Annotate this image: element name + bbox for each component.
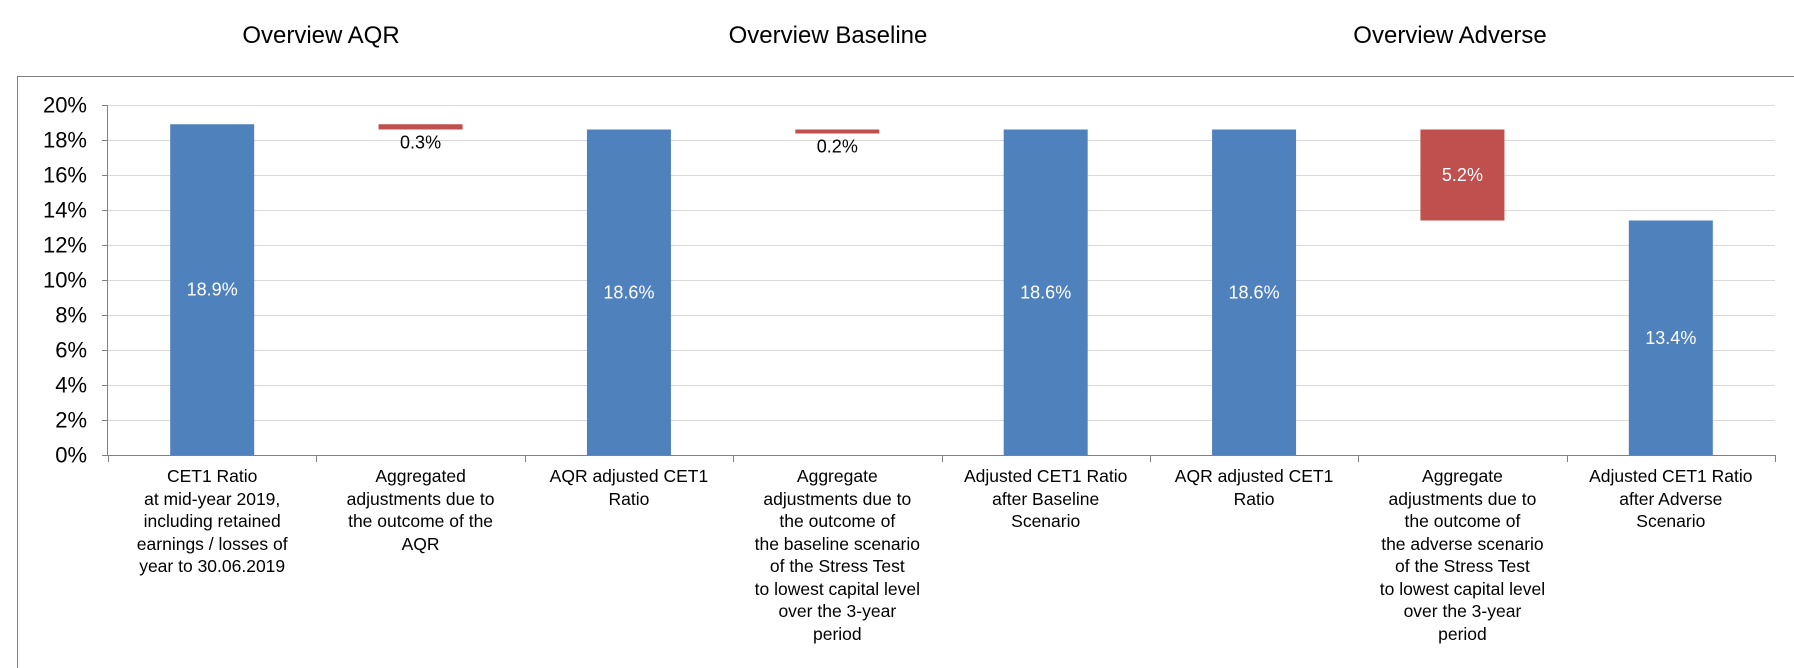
gridlines xyxy=(108,105,1775,421)
category-label: CET1 Ratio at mid-year 2019, including r… xyxy=(136,466,288,576)
chart-frame xyxy=(17,76,1794,668)
section-title-aqr: Overview AQR xyxy=(242,22,400,49)
y-tick-label: 16% xyxy=(43,163,87,188)
y-tick-label: 2% xyxy=(55,408,87,433)
category-label: Aggregated adjustments due to the outcom… xyxy=(346,466,495,554)
y-tick-label: 14% xyxy=(43,198,87,223)
data-label: 18.9% xyxy=(187,280,238,300)
section-title-baseline: Overview Baseline xyxy=(728,22,928,49)
data-label: 0.3% xyxy=(400,133,441,153)
total-bar xyxy=(1212,129,1297,455)
category-label: Adjusted CET1 Ratio after Baseline Scena… xyxy=(963,466,1128,531)
adjustment-bar xyxy=(378,124,463,130)
data-label: 18.6% xyxy=(1229,282,1280,302)
y-axis-ticks: 0% 2% 4% 6% 8% 10% 12% 14% 16% 18% 20% xyxy=(43,93,108,468)
data-label: 18.6% xyxy=(603,282,654,302)
data-label: 5.2% xyxy=(1442,165,1483,185)
category-label: Aggregate adjustments due to the outcome… xyxy=(1379,466,1546,644)
y-tick-label: 6% xyxy=(55,338,87,363)
category-label: Aggregate adjustments due to the outcome… xyxy=(754,466,920,644)
y-tick-label: 8% xyxy=(55,303,87,328)
x-axis-ticks xyxy=(108,455,1776,462)
category-label: Adjusted CET1 Ratio after Adverse Scenar… xyxy=(1589,466,1753,531)
data-label: 18.6% xyxy=(1020,282,1071,302)
y-tick-label: 20% xyxy=(43,93,87,118)
bars xyxy=(170,124,1713,455)
y-tick-label: 4% xyxy=(55,373,87,398)
y-tick-label: 18% xyxy=(43,128,87,153)
y-tick-label: 10% xyxy=(43,268,87,293)
adjustment-bar xyxy=(1420,129,1505,221)
data-label: 13.4% xyxy=(1645,328,1696,348)
adjustment-bar xyxy=(795,129,880,134)
category-label: AQR adjusted CET1 Ratio xyxy=(1174,466,1334,509)
data-label: 0.2% xyxy=(817,137,858,157)
y-tick-label: 0% xyxy=(55,443,87,468)
total-bar xyxy=(170,124,255,455)
total-bar xyxy=(1628,220,1713,455)
category-label: AQR adjusted CET1 Ratio xyxy=(549,466,709,509)
y-tick-label: 12% xyxy=(43,233,87,258)
data-labels: 18.9% 0.3% 18.6% 0.2% 18.6% 18.6% 5.2% 13.4% xyxy=(187,133,1697,348)
section-title-adverse: Overview Adverse xyxy=(1353,22,1547,49)
total-bar xyxy=(586,129,671,455)
total-bar xyxy=(1003,129,1088,455)
